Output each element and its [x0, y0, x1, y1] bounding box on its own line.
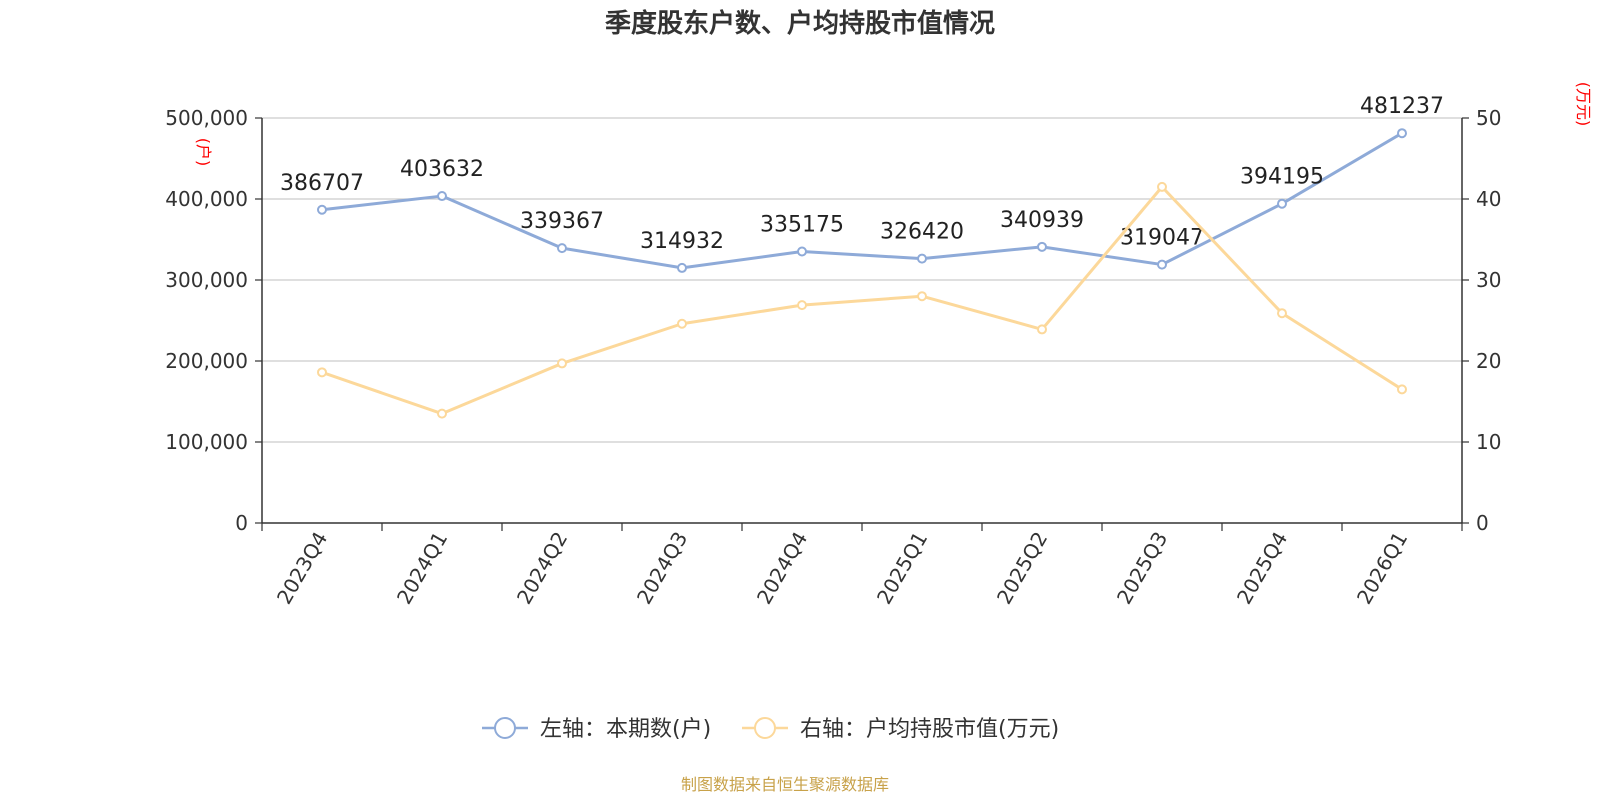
legend-item-right[interactable]: 右轴：户均持股市值(万元) — [742, 717, 1059, 742]
data-point-left — [677, 262, 687, 273]
legend-marker-left — [494, 717, 516, 739]
data-label: 481237 — [1360, 94, 1444, 119]
y-right-tick-label: 0 — [1476, 511, 1489, 535]
x-tick-label: 2026Q1 — [1352, 528, 1412, 609]
data-point-left — [1397, 128, 1407, 139]
y-right-tick-label: 50 — [1476, 106, 1501, 130]
y-right-tick-label: 30 — [1476, 268, 1501, 292]
x-tick-label: 2025Q1 — [872, 528, 932, 609]
data-point-left — [557, 243, 567, 254]
y-left-tick-label: 200,000 — [165, 349, 248, 373]
y-right-tick-label: 10 — [1476, 430, 1501, 454]
y-left-tick-label: 300,000 — [165, 268, 248, 292]
series-line-left — [321, 131, 1403, 270]
legend-label-right: 右轴：户均持股市值(万元) — [800, 717, 1059, 742]
data-point-left — [1157, 259, 1167, 270]
data-label: 314932 — [640, 229, 724, 254]
data-point-right — [917, 291, 927, 302]
source-note: 制图数据来自恒生聚源数据库 — [681, 775, 889, 794]
right-axis-unit: (万元) — [1574, 82, 1593, 127]
y-left-tick-label: 100,000 — [165, 430, 248, 454]
data-point-right — [677, 318, 687, 329]
data-label: 339367 — [520, 209, 604, 234]
x-tick-label: 2024Q2 — [512, 528, 572, 609]
y-right-tick-label: 40 — [1476, 187, 1501, 211]
data-point-right — [317, 367, 327, 378]
y-right-tick-label: 20 — [1476, 349, 1501, 373]
data-label: 394195 — [1240, 165, 1324, 190]
data-point-left — [437, 191, 447, 202]
series-line-right — [321, 185, 1403, 416]
data-point-right — [797, 300, 807, 311]
data-point-left — [1037, 241, 1047, 252]
chart-title: 季度股东户数、户均持股市值情况 — [605, 8, 995, 39]
left-axis-unit: (户) — [194, 138, 213, 167]
x-tick-label: 2024Q1 — [392, 528, 452, 609]
data-label: 319047 — [1120, 226, 1204, 251]
data-point-right — [1397, 384, 1407, 395]
x-tick-label: 2025Q2 — [992, 528, 1052, 609]
data-point-right — [557, 358, 567, 369]
data-point-left — [917, 253, 927, 264]
data-label: 386707 — [280, 171, 364, 196]
y-left-tick-label: 400,000 — [165, 187, 248, 211]
data-point-left — [1277, 198, 1287, 209]
x-tick-label: 2025Q4 — [1232, 528, 1292, 609]
legend-item-left[interactable]: 左轴：本期数(户) — [482, 717, 711, 742]
y-left-tick-label: 0 — [235, 511, 248, 535]
data-point-right — [1157, 181, 1167, 192]
data-point-right — [437, 408, 447, 419]
data-label: 403632 — [400, 157, 484, 182]
y-left-tick-label: 500,000 — [165, 106, 248, 130]
data-label: 326420 — [880, 220, 964, 245]
legend-label-left: 左轴：本期数(户) — [540, 717, 711, 742]
series-group: 386707 403632 339367 314932 335175 326420 3409… — [280, 94, 1444, 419]
grid-lines — [262, 117, 1462, 443]
legend: 左轴：本期数(户) 右轴：户均持股市值(万元) — [482, 717, 1059, 742]
data-point-left — [317, 204, 327, 215]
data-point-right — [1277, 308, 1287, 319]
x-tick-label: 2025Q3 — [1112, 528, 1172, 609]
x-tick-label: 2024Q3 — [632, 528, 692, 609]
data-label: 340939 — [1000, 208, 1084, 233]
x-tick-label: 2023Q4 — [272, 528, 332, 609]
legend-marker-right — [754, 717, 776, 739]
x-tick-label: 2024Q4 — [752, 528, 812, 609]
data-point-right — [1037, 324, 1047, 335]
data-label: 335175 — [760, 213, 844, 238]
data-point-left — [797, 246, 807, 257]
